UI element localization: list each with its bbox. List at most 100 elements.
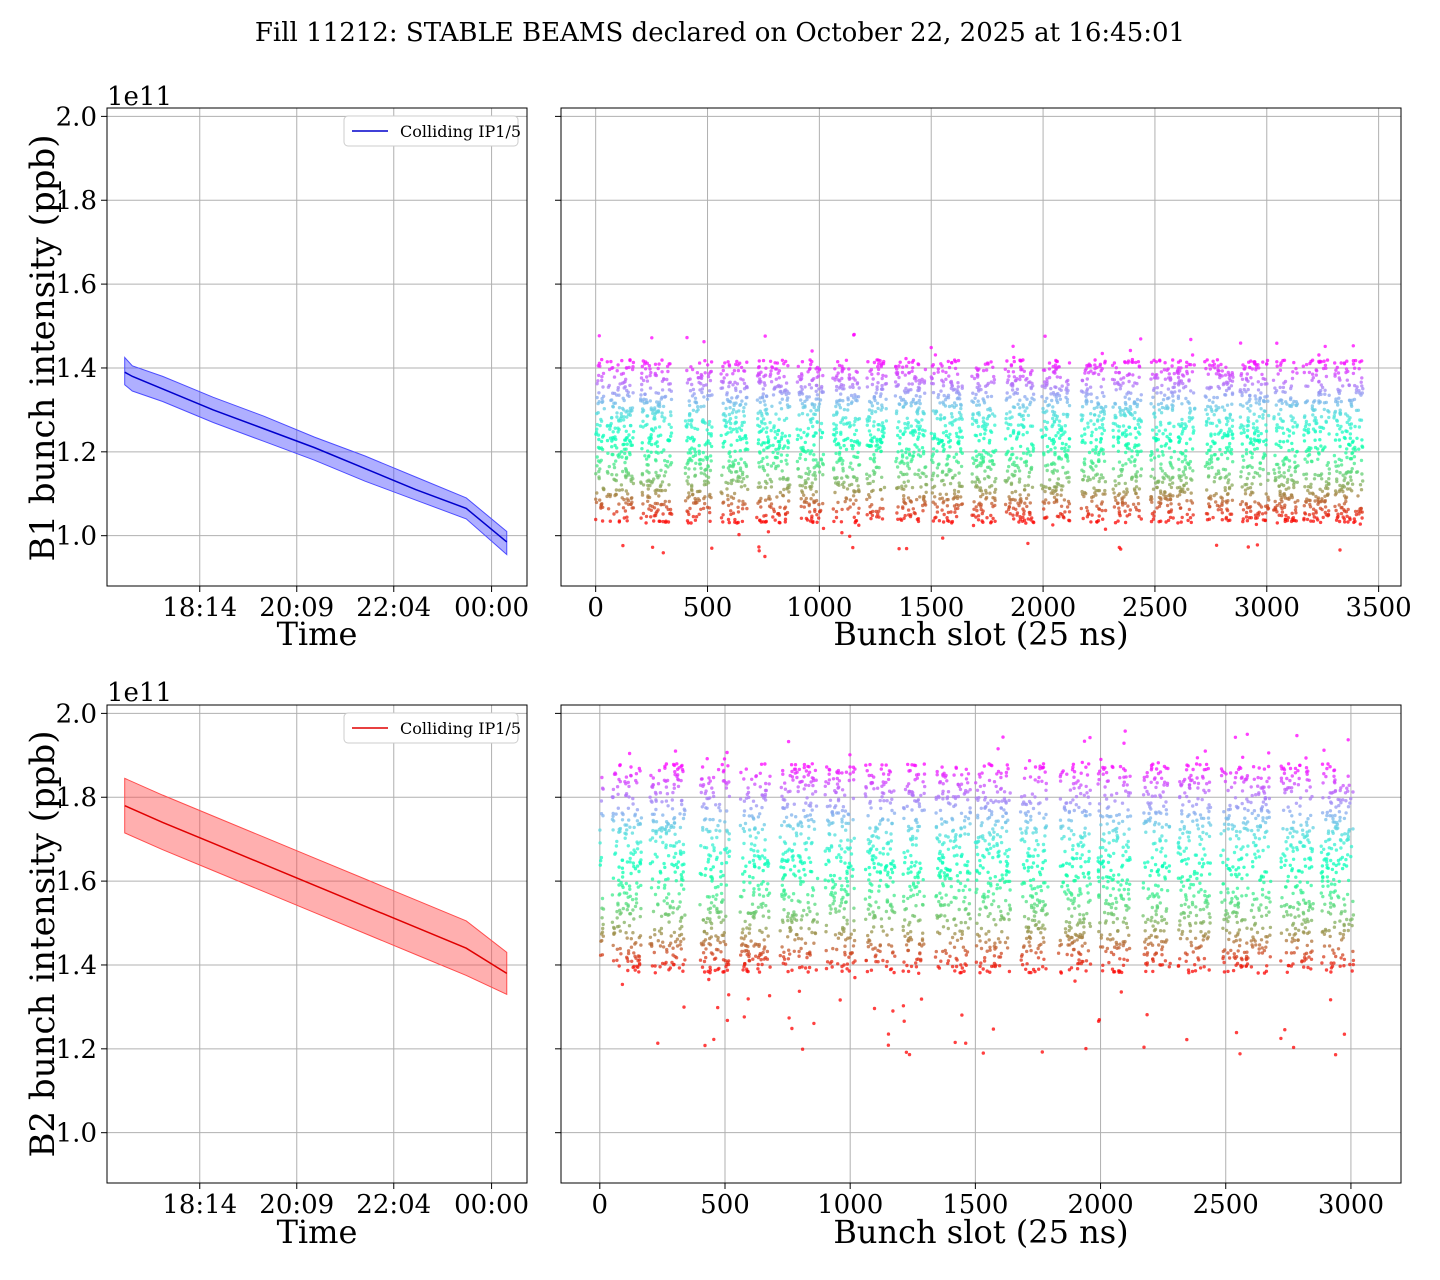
- scatter-point: [629, 945, 634, 949]
- scatter-point: [911, 454, 915, 458]
- scatter-point: [868, 415, 872, 420]
- scatter-point: [842, 485, 846, 489]
- scatter-point: [834, 388, 839, 392]
- scatter-point: [1163, 428, 1168, 432]
- scatter-point: [942, 442, 946, 447]
- scatter-point: [651, 909, 656, 914]
- scatter-point: [1100, 422, 1105, 427]
- scatter-point: [983, 362, 988, 366]
- scatter-point: [757, 365, 761, 369]
- scatter-point: [1045, 377, 1049, 381]
- scatter-point: [691, 408, 696, 412]
- scatter-point: [1163, 361, 1167, 365]
- scatter-point: [1019, 457, 1023, 461]
- scatter-point: [731, 427, 735, 432]
- scatter-point: [1228, 441, 1232, 446]
- scatter-point: [740, 423, 744, 428]
- scatter-point: [1064, 388, 1068, 392]
- scatter-point: [1159, 370, 1164, 374]
- scatter-point: [972, 376, 977, 381]
- scatter-point: [703, 468, 708, 472]
- scatter-point: [712, 904, 716, 908]
- x-tick-label: 3500: [1346, 593, 1412, 623]
- scatter-point: [849, 461, 853, 465]
- scatter-point: [646, 483, 650, 488]
- scatter-point: [1238, 403, 1243, 407]
- scatter-point: [671, 762, 676, 767]
- scatter-point: [639, 943, 643, 947]
- scatter-point: [625, 891, 629, 895]
- scatter-point: [1082, 474, 1087, 478]
- scatter-point: [974, 366, 978, 370]
- scatter-point: [680, 802, 684, 807]
- scatter-point: [742, 387, 747, 391]
- scatter-point: [1289, 384, 1294, 388]
- scatter-point: [940, 508, 944, 512]
- scatter-point: [784, 359, 788, 364]
- scatter-point: [1136, 502, 1141, 506]
- scatter-point: [705, 441, 709, 445]
- scatter-point: [921, 411, 926, 415]
- scatter-point: [971, 391, 975, 395]
- scatter-point: [1205, 488, 1209, 492]
- scatter-point: [650, 427, 654, 431]
- scatter-point: [978, 461, 982, 465]
- scatter-point: [689, 487, 694, 492]
- scatter-point: [784, 458, 788, 462]
- scatter-point: [769, 502, 774, 506]
- scatter-point: [609, 359, 613, 364]
- scatter-point: [601, 787, 605, 791]
- scatter-point: [849, 393, 854, 398]
- scatter-point: [699, 382, 703, 386]
- scatter-point: [722, 376, 726, 380]
- scatter-point: [950, 415, 954, 419]
- scatter-point: [1190, 353, 1195, 357]
- scatter-point: [1263, 399, 1267, 404]
- x-tick-label: 00:00: [454, 1190, 529, 1220]
- scatter-point: [1261, 360, 1265, 364]
- scatter-point: [722, 768, 726, 773]
- scatter-point: [600, 502, 604, 506]
- scatter-point: [844, 416, 848, 420]
- scatter-point: [1307, 446, 1311, 450]
- scatter-point: [868, 456, 873, 461]
- scatter-point: [675, 937, 680, 941]
- scatter-point: [1280, 506, 1284, 511]
- scatter-point: [625, 955, 629, 959]
- scatter-point: [661, 945, 666, 949]
- scatter-point: [1360, 516, 1364, 520]
- scatter-point: [884, 407, 888, 411]
- scatter-point: [1130, 455, 1134, 459]
- scatter-point: [869, 516, 873, 521]
- scatter-point: [1136, 495, 1140, 500]
- scatter-point: [821, 452, 826, 457]
- scatter-point: [594, 472, 598, 476]
- scatter-point: [974, 418, 979, 423]
- scatter-point: [1030, 396, 1034, 400]
- scatter-point: [655, 444, 660, 448]
- scatter-point: [1183, 458, 1187, 462]
- scatter-point: [1332, 416, 1336, 420]
- scatter-point: [632, 951, 636, 955]
- scatter-point: [1055, 493, 1059, 497]
- scatter-point: [615, 839, 619, 844]
- scatter-point: [1175, 369, 1180, 373]
- scatter-point: [1302, 370, 1307, 375]
- scatter-point: [1054, 434, 1058, 438]
- scatter-point: [993, 480, 997, 484]
- scatter-point: [834, 430, 839, 435]
- scatter-point: [930, 477, 934, 482]
- scatter-point: [1051, 416, 1055, 421]
- scatter-point: [687, 491, 691, 495]
- scatter-point: [671, 906, 676, 910]
- scatter-point: [949, 380, 953, 384]
- scatter-point: [986, 362, 990, 366]
- scatter-point: [646, 499, 650, 503]
- scatter-point: [1243, 383, 1247, 387]
- scatter-point: [653, 964, 657, 968]
- scatter-point: [1210, 421, 1215, 426]
- scatter-point: [757, 380, 761, 384]
- scatter-point: [735, 438, 739, 443]
- scatter-point: [727, 520, 731, 525]
